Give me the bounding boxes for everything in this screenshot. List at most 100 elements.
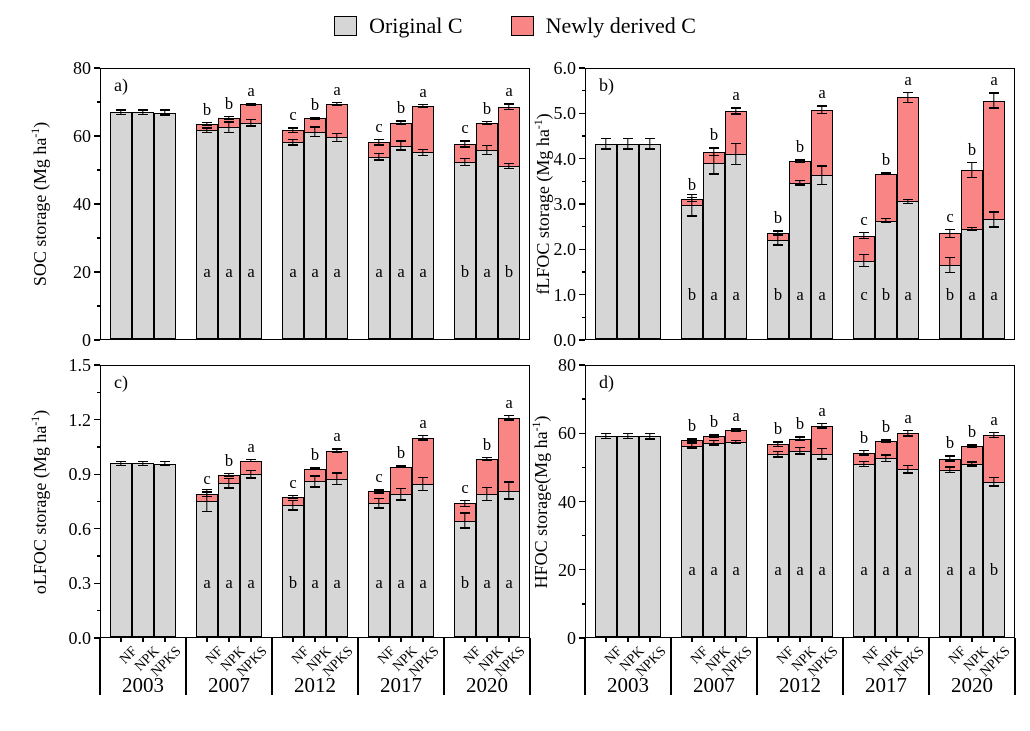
panel-a-bar-2003-NPKS-errorbar-original-cap [160,109,170,111]
panel-a-bar-2003-NPK-original-c [132,112,154,339]
panel-c-bar-2020-NPK-original-c [476,494,498,637]
panel-d-x-tick-2007-NF [691,638,693,642]
panel-a-bar-2012-NPKS-errorbar-total-cap [332,104,342,106]
panel-b-y-major-tick [579,248,585,251]
panel-c-bar-2007-NPK-errorbar-total [224,472,234,478]
panel-a-bar-2017-NPKS-errorbar-total-cap [418,107,428,109]
panel-d-bar-2003-NPKS-errorbar-original [645,432,655,440]
panel-b-bar-2003-NF-errorbar-original-cap [601,137,611,140]
panel-b-bar-2007-NPKS-errorbar-original [731,142,741,166]
panel-d-bar-2012-NPKS-errorbar-original-line [821,447,823,460]
panel-d-bar-2020-NF-errorbar-original [945,466,955,474]
panel-a-bar-2007-NPK-errorbar-total [224,115,234,120]
panel-a-bar-2012-NF-sig-letter-inner: a [289,262,297,281]
panel-c-y-tick-label: 1.2 [68,409,92,430]
panel-a-bar-2007-NPKS-errorbar-original-cap [246,118,256,121]
panel-b-bar-2020-NPKS-errorbar-total-cap [989,92,999,94]
panel-a-bar-2007-NF-errorbar-original-cap [202,127,212,129]
panel-d-bar-2017-NF-errorbar-original [859,460,869,468]
panel-d-bar-2012-NPK-errorbar-total-cap [795,436,805,438]
panel-c-bar-2017-NPKS-errorbar-original-cap [418,490,428,492]
panel-d-bar-2003-NF-errorbar-original-cap [601,432,611,434]
panel-d-year-separator [842,638,844,695]
panel-b-bar-2007-NPK-errorbar-total-cap [709,147,719,149]
panel-c-bar-2020-NPKS-newly-derived-c [498,417,520,491]
panel-c-bar-2012-NF-original-c [282,505,304,637]
panel-c-bar-2012-NF-errorbar-total-cap [288,494,298,497]
panel-b-bar-2007-NPK-errorbar-total-line [713,147,715,157]
panel-a-bar-2020-NF-sig-letter-above: c [461,118,469,138]
panel-a-bar-2012-NPKS-sig-letter-inner: a [333,262,341,281]
panel-b-bar-2020-NF-errorbar-total-cap [945,228,955,231]
panel-c-bar-2012-NF-errorbar-original [288,499,298,511]
panel-c-y-tick-label: 0.0 [68,628,92,648]
panel-b-bar-2003-NPK-errorbar-original [623,137,633,150]
panel-d-bar-2020-NPKS-errorbar-total [989,431,999,439]
panel-b-bar-2007-NF-sig-letter-above: b [687,174,697,194]
panel-c-bar-2003-NPKS-errorbar-original-line [164,460,166,467]
panel-c-bar-2012-NPKS-errorbar-total-cap [332,451,342,453]
panel-b-bar-2007-NPKS-errorbar-total-cap [731,107,741,109]
panel-b-y-major-tick [579,339,585,341]
panel-d-bar-2017-NPKS-errorbar-original-line [907,464,909,474]
legend-label-original-c: Original C [369,13,463,38]
panel-d-y-major-tick [579,569,585,571]
panel-a-y-tick-label: 60 [73,126,91,146]
panel-d-bar-2012-NPK-sig-letter-inner: a [796,559,804,579]
panel-c-bar-2007-NF-original-c [196,500,218,637]
panel-c-x-tick-2017-NPKS [422,638,424,642]
panel-c-bar-2020-NF-sig-letter-above: c [461,477,469,497]
panel-d-bar-2007-NPKS-sig-letter-above: a [732,406,740,426]
panel-d-bar-2020-NF-errorbar-total-cap [945,460,955,462]
panel-d-bar-2007-NPKS-errorbar-original-cap [731,443,741,445]
panel-a-bar-2012-NF-errorbar-original-cap [288,144,298,146]
panel-b-bar-2020-NPKS-errorbar-total-line [993,92,995,109]
panel-a-bar-2007-NF-errorbar-total-cap [202,121,212,124]
panel-d-bar-2017-NF-errorbar-original-cap [859,460,869,462]
panel-d-bar-2017-NPK-sig-letter-above: b [881,417,891,437]
panel-b-bar-2003-NPKS-original-c [639,143,661,339]
panel-a-bar-2012-NPK-sig-letter-above: b [310,94,320,114]
panel-b-bar-2017-NPK-errorbar-original-cap [881,218,891,220]
panel-d-bar-2017-NF-errorbar-original-line [863,460,865,468]
panel-d-y-tick-label: 40 [558,491,576,512]
panel-a-bar-2007-NPK-errorbar-original-cap [224,131,234,133]
panel-d-bar-2020-NPK-errorbar-original-line [971,461,973,467]
panel-d-bar-2012-NPKS-errorbar-original-cap [817,458,827,460]
panel-c-bar-2017-NPKS-errorbar-total-cap [418,435,428,437]
panel-a-y-tick-label: 40 [73,194,91,214]
panel-a-bar-2020-NF-errorbar-original-line [464,158,466,167]
panel-b-bar-2007-NF-errorbar-original [687,194,697,217]
panel-b-bar-2017-NF-sig-letter-above: c [860,210,868,230]
panel-d-y-minor-tick [581,398,585,400]
panel-d-bar-2012-NPKS-original-c [811,453,833,637]
panel-c-bar-2007-NPKS-errorbar-total-cap [246,458,256,461]
panel-c-x-tick-2012-NPK [314,638,316,642]
panel-d-x-tick-2003-NPKS [649,638,651,642]
legend-item-original-c: Original C [334,13,463,39]
panel-a-bar-2007-NF-sig-letter-inner: a [203,262,211,281]
panel-b-bar-2020-NPK-errorbar-total-cap [967,176,977,179]
panel-c-bar-2012-NPK-errorbar-original-line [314,475,316,488]
panel-b-bar-2007-NF-errorbar-total-line [691,196,693,203]
panel-a-bar-2017-NF-sig-letter-above: c [375,116,383,136]
panel-c-y-major-tick [94,364,100,366]
panel-c-year-separator [99,638,101,695]
panel-c-bar-2017-NF-errorbar-total [374,489,384,494]
panel-c-bar-2017-NF-errorbar-total-cap [374,492,384,494]
panel-b-bar-2017-NPK-sig-letter-inner: b [881,284,891,304]
panel-d-bar-2012-NPK-errorbar-total-line [799,436,801,442]
panel-d-year-label-2003: 2003 [607,673,649,697]
panel-d-year-separator [584,638,586,695]
panel-c-bar-2003-NF-original-c [110,463,132,637]
panel-c-bar-2017-NPK-errorbar-total [396,465,406,469]
panel-b-bar-2020-NPK-errorbar-original-cap [967,229,977,232]
panel-d-bar-2003-NPK-errorbar-original-cap [623,432,633,434]
panel-b-bar-2017-NPKS-sig-letter-above: a [904,70,912,90]
panel-c-bar-2007-NPK-original-c [218,483,240,637]
panel-b-y-tick-label: 1.0 [553,284,577,305]
panel-d-bar-2007-NPKS-errorbar-original-cap [731,439,741,442]
panel-d-bar-2020-NPKS-errorbar-total-cap [989,436,999,439]
panel-a-bar-2020-NPK-errorbar-original-cap [482,153,492,156]
panel-c-y-major-tick [94,473,100,475]
